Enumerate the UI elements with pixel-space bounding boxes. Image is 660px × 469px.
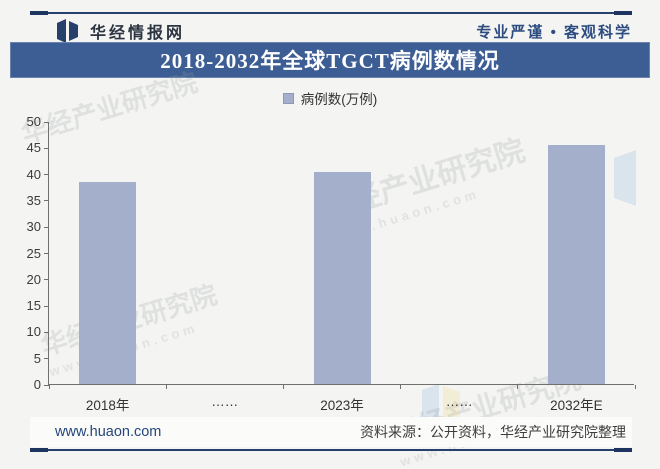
y-axis-tick [44,121,49,123]
y-axis-label: 30 [26,219,41,235]
bar-2018年 [79,181,137,384]
chart-legend: 病例数(万例) [0,89,660,107]
legend-swatch [282,92,294,104]
brand-name: 华经情报网 [90,25,186,42]
plot-area: 0 5 10 15 20 25 30 35 40 45 50 2018年 …… 2023年 …… 2032年E [27,114,636,413]
x-axis-label: 2018年 [85,398,130,413]
y-axis-label: 40 [26,166,41,182]
footer-source: 资料来源：公开资料，华经产业研究院整理 [360,424,626,440]
footer-website: www.huaon.com [55,424,162,440]
y-axis-tick [44,147,49,149]
x-axis-tick [400,385,402,389]
y-axis-label: 45 [26,140,41,156]
bar-2023年 [313,172,371,384]
top-rule [30,11,632,15]
y-axis-tick [44,200,49,202]
y-axis-label: 25 [26,245,41,261]
y-axis-tick [44,253,49,254]
x-axis-label: …… [445,394,473,409]
y-axis-tick [44,331,49,333]
bar-2032年E [547,145,605,384]
x-axis-label: 2023年 [320,398,364,413]
bottom-rule-right-dash [614,448,632,452]
y-axis-label: 50 [26,114,41,129]
y-axis-label: 35 [26,192,41,208]
bottom-rule-left-dash [30,448,48,452]
x-axis-tick [48,385,50,389]
x-axis-label: …… [211,394,239,409]
y-axis-tick [44,174,49,176]
x-axis-tick [634,385,636,389]
x-axis-tick [517,385,519,389]
top-rule-right-dash [614,11,632,15]
y-axis-tick [44,384,49,386]
title-banner: 2018-2032年全球TGCT病例数情况 [10,42,650,78]
y-axis-label: 10 [26,324,41,340]
y-axis-label: 15 [26,298,41,314]
brand: 华经情报网 [55,19,185,43]
y-axis-tick [44,358,49,360]
y-axis-tick [44,226,49,228]
header-slogan: 专业严谨 • 客观科学 [476,23,632,41]
brand-logo-icon [55,19,81,43]
y-axis-label: 5 [33,350,41,366]
y-axis-tick [44,305,49,307]
header: 华经情报网 专业严谨 • 客观科学 [55,18,632,44]
y-axis-label: 20 [26,271,41,287]
top-rule-left-dash [30,11,48,15]
footer: www.huaon.com 资料来源：公开资料，华经产业研究院整理 [30,417,632,447]
legend-label: 病例数(万例) [300,92,378,107]
bottom-rule [30,448,632,452]
x-axis-label: 2032年E [550,398,603,413]
chart-title: 2018-2032年全球TGCT病例数情况 [160,49,500,73]
x-axis-tick [282,385,284,389]
x-axis-tick [165,385,167,389]
y-axis-label: 0 [33,377,41,392]
y-axis-tick [44,279,49,281]
